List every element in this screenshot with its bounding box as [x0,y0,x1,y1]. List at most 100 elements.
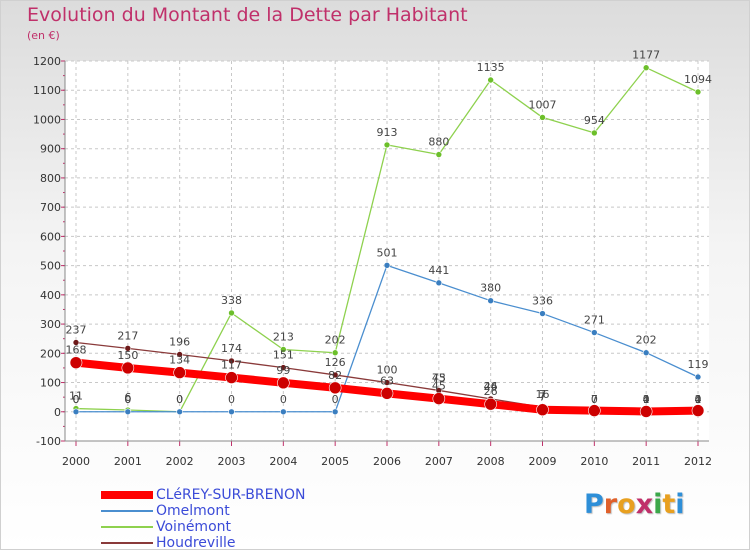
data-point [228,408,235,416]
data-point [124,408,132,416]
data-point [642,64,650,72]
y-tick-label: 800 [40,172,61,185]
data-label: 44 [484,380,498,393]
data-label: 0 [332,393,339,406]
x-tick-label: 2001 [114,455,142,468]
data-label: 126 [325,356,346,369]
data-point [487,76,494,84]
data-point [691,404,705,417]
data-label: 119 [688,358,709,371]
data-label: 174 [221,342,242,355]
data-label: 168 [66,344,87,357]
data-label: 0 [176,393,183,406]
data-label: 63 [380,374,394,387]
x-tick-label: 2011 [632,455,660,468]
data-label: 338 [221,294,242,307]
data-label: 0 [73,393,80,406]
data-point [383,141,391,149]
data-label: 271 [584,314,605,327]
x-tick-label: 2006 [373,455,401,468]
data-label: 0 [280,393,287,406]
legend-label-voinemont: Voinémont [156,519,231,535]
x-tick-label: 2009 [529,455,557,468]
data-label: 1135 [477,61,505,74]
data-label: 1177 [632,49,660,62]
chart-unit: (en €) [27,29,60,42]
data-label: 4 [643,393,650,406]
y-tick-label: 600 [40,230,61,243]
data-point [328,381,342,395]
data-label: 237 [66,323,87,336]
data-label: 1 [643,393,650,406]
data-label: 100 [377,364,398,377]
data-label: 16 [536,388,550,401]
logo-letter: x [635,489,654,520]
y-tick-label: 900 [40,143,61,156]
legend-label-omelmont: Omelmont [156,503,230,519]
y-tick-label: 1100 [33,84,61,97]
data-point [280,408,287,416]
data-point [72,408,80,416]
data-point [331,349,339,357]
y-tick-label: -100 [36,435,61,448]
data-label: 501 [377,246,398,259]
data-point [331,408,339,416]
data-point [383,262,391,269]
data-label: 82 [328,369,342,382]
data-label: 1007 [529,98,557,111]
data-point [280,346,287,353]
data-point [383,379,391,386]
data-point [228,309,235,317]
data-label: 6 [124,391,131,404]
data-label: 4 [695,393,702,406]
data-point [435,151,443,158]
x-tick-label: 2010 [580,455,608,468]
data-point [124,345,132,352]
data-point [176,351,183,358]
data-point [539,114,546,121]
data-label: 202 [325,334,346,347]
data-label: 26 [484,385,498,398]
y-tick-label: 400 [40,289,61,302]
data-label: 7 [591,393,598,406]
y-tick-label: 700 [40,201,61,214]
data-label: 7 [539,388,546,401]
legend-swatch-houdreville [101,542,153,544]
data-point [642,349,650,357]
data-label: 134 [169,354,190,367]
data-label: 73 [432,371,446,384]
logo-letter: t [662,489,676,520]
data-label: 202 [636,334,657,347]
data-point [380,387,394,400]
legend-swatch-omelmont [101,510,153,512]
x-tick-label: 2005 [321,455,349,468]
data-point [432,392,446,405]
data-label: 0 [643,393,650,406]
logo-letter: o [617,489,636,520]
data-point [435,279,443,287]
data-point [487,297,494,304]
data-label: 45 [432,371,446,384]
data-point [591,329,598,336]
legend-swatch-voinemont [101,526,153,528]
y-tick-label: 200 [40,347,61,360]
data-label: 0 [124,393,131,406]
data-label: 913 [377,126,398,139]
data-point [280,364,287,371]
x-tick-label: 2008 [477,455,505,468]
data-point [173,366,186,379]
data-point [69,356,83,369]
data-point [225,371,238,384]
legend-label-houdreville: Houdreville [156,535,236,551]
data-label: 0 [695,393,702,406]
logo-letter: i [675,489,685,520]
data-label: 0 [176,393,183,406]
data-label: 0 [591,393,598,406]
data-label: 0 [124,393,131,406]
data-label: 0 [73,393,80,406]
data-point [277,376,290,390]
data-point [694,88,702,96]
data-point [639,405,653,418]
data-label: 880 [428,136,449,149]
